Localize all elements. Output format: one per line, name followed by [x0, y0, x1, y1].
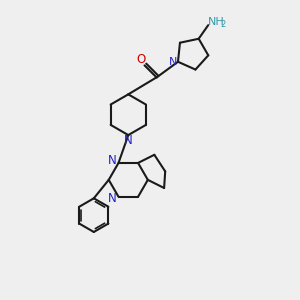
Text: N: N — [108, 193, 117, 206]
Text: N: N — [108, 154, 117, 167]
Text: O: O — [136, 53, 146, 66]
Text: N: N — [124, 134, 133, 147]
Text: 2: 2 — [220, 20, 226, 28]
Text: N: N — [169, 57, 177, 67]
Text: NH: NH — [207, 17, 224, 27]
